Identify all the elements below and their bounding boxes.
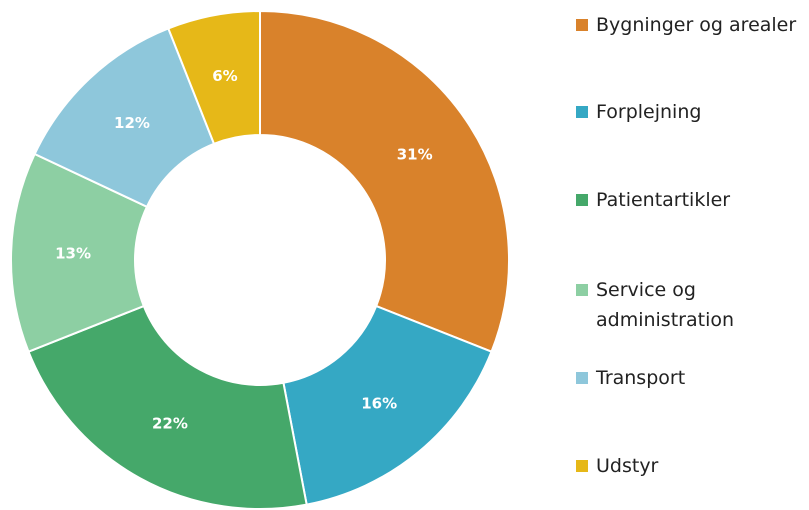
legend-label: Service og administration [596, 279, 735, 331]
legend-swatch [576, 19, 588, 31]
legend-swatch [576, 194, 588, 206]
data-label: 13% [55, 245, 91, 263]
legend-item: Forplejning [576, 97, 798, 127]
donut-slice [27, 304, 308, 510]
legend-swatch [576, 106, 588, 118]
legend-swatch [576, 284, 588, 296]
donut-slice [282, 304, 493, 506]
legend-label: Udstyr [596, 455, 659, 477]
legend-label: Transport [596, 367, 686, 389]
data-label: 12% [114, 114, 150, 132]
donut: 31% 16% 22% 13% 12% 6% [10, 9, 510, 510]
data-label: 16% [361, 395, 397, 413]
donut-slice [167, 9, 261, 146]
legend-label: Forplejning [596, 101, 702, 123]
donut-slice [259, 9, 510, 353]
legend-item: Bygninger og arealer [576, 10, 798, 40]
legend-item: Udstyr [576, 451, 798, 481]
legend-item: Patientartikler [576, 185, 798, 215]
data-label: 31% [397, 145, 433, 163]
data-label: 22% [152, 414, 188, 432]
legend-label: Bygninger og arealer [596, 14, 797, 36]
legend-swatch [576, 460, 588, 472]
legend-swatch [576, 372, 588, 384]
legend-item: Transport [576, 363, 798, 393]
donut-slice [10, 152, 149, 353]
legend-label: Patientartikler [596, 189, 731, 211]
data-label: 6% [212, 67, 237, 85]
legend-item: Service og administration [576, 275, 798, 335]
